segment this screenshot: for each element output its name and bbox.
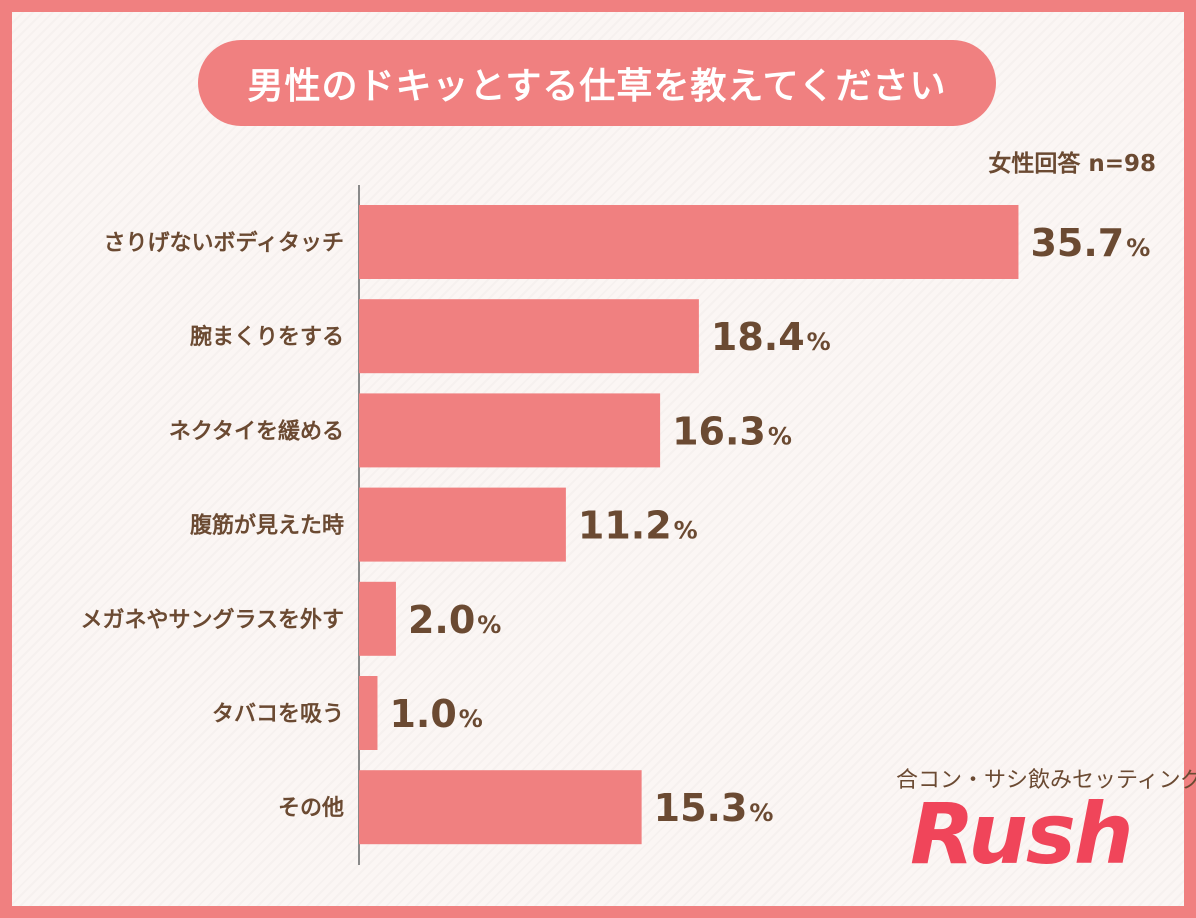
bar — [359, 205, 1019, 279]
data-label: 16.3% — [672, 409, 792, 453]
data-label: 18.4% — [711, 315, 831, 359]
title-banner: 男性のドキッとする仕草を教えてください — [198, 40, 996, 126]
data-label: 15.3% — [654, 786, 774, 830]
bar — [359, 487, 566, 562]
category-label: さりげないボディタッチ — [104, 230, 344, 256]
data-label: 11.2% — [578, 504, 698, 548]
brand-subtitle: 合コン・サシ飲みセッティング — [896, 768, 1196, 793]
category-label: 腹筋が見えた時 — [190, 513, 344, 539]
bar — [359, 581, 396, 656]
bar — [359, 393, 661, 468]
category-label: その他 — [278, 796, 344, 821]
category-label: ネクタイを緩める — [169, 418, 344, 444]
data-label: 35.7% — [1030, 221, 1150, 265]
category-label: タバコを吸う — [212, 702, 344, 727]
data-label: 1.0% — [389, 692, 482, 736]
brand-logo: Rush — [910, 785, 1134, 883]
chart-title: 男性のドキッとする仕草を教えてください — [247, 66, 947, 107]
data-label: 2.0% — [408, 598, 501, 642]
bar — [359, 770, 642, 845]
category-label: 腕まくりをする — [190, 324, 344, 350]
category-label: メガネやサングラスを外す — [80, 607, 344, 633]
respondent-note: 女性回答 n=98 — [988, 151, 1156, 177]
bar — [359, 676, 378, 750]
bar — [359, 299, 699, 374]
